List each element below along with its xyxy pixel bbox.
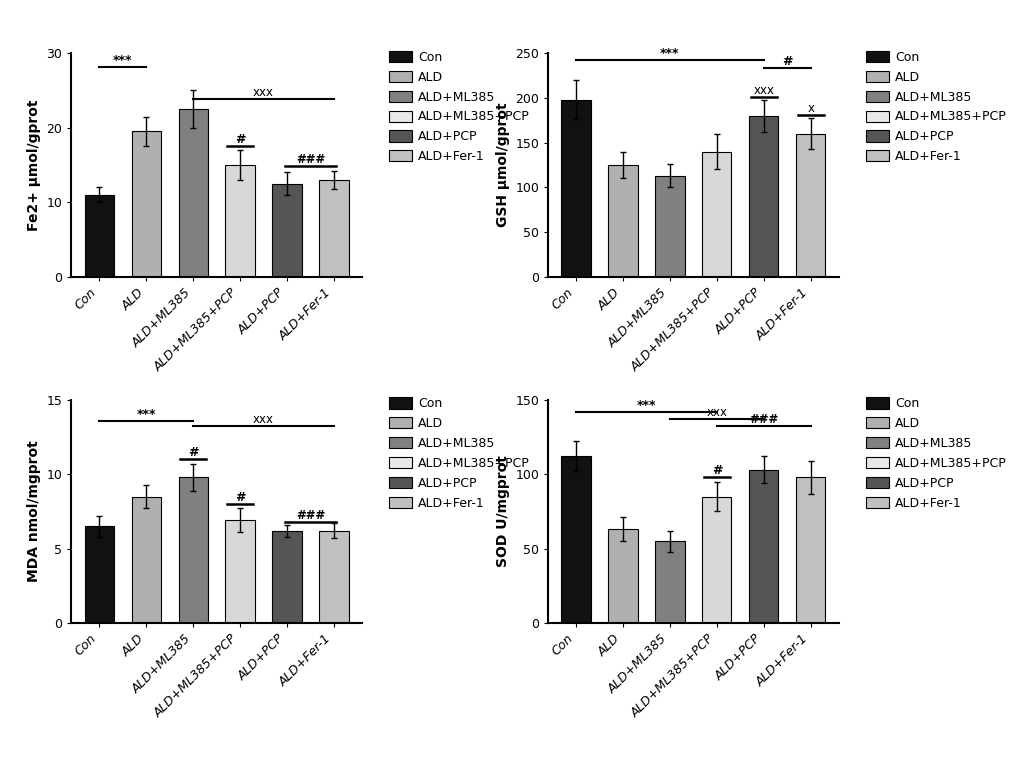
- Legend: Con, ALD, ALD+ML385, ALD+ML385+PCP, ALD+PCP, ALD+Fer-1: Con, ALD, ALD+ML385, ALD+ML385+PCP, ALD+…: [863, 49, 1008, 166]
- Text: ###: ###: [296, 509, 325, 522]
- Bar: [749, 116, 777, 277]
- Text: #: #: [234, 133, 245, 147]
- Bar: [749, 470, 777, 623]
- Bar: [560, 100, 590, 277]
- Text: #: #: [782, 55, 792, 68]
- Text: ***: ***: [137, 407, 156, 420]
- Text: x: x: [806, 102, 813, 115]
- Text: xxx: xxx: [253, 413, 274, 426]
- Bar: [178, 477, 208, 623]
- Text: xxx: xxx: [706, 406, 727, 419]
- Text: ###: ###: [296, 154, 325, 166]
- Text: ***: ***: [113, 54, 132, 67]
- Text: ###: ###: [749, 413, 777, 426]
- Bar: [225, 165, 255, 277]
- Bar: [702, 151, 731, 277]
- Legend: Con, ALD, ALD+ML385, ALD+ML385+PCP, ALD+PCP, ALD+Fer-1: Con, ALD, ALD+ML385, ALD+ML385+PCP, ALD+…: [386, 49, 532, 166]
- Bar: [796, 134, 824, 277]
- Legend: Con, ALD, ALD+ML385, ALD+ML385+PCP, ALD+PCP, ALD+Fer-1: Con, ALD, ALD+ML385, ALD+ML385+PCP, ALD+…: [386, 394, 532, 512]
- Bar: [655, 541, 684, 623]
- Text: #: #: [234, 491, 245, 504]
- Text: #: #: [711, 464, 721, 477]
- Bar: [178, 109, 208, 277]
- Bar: [272, 530, 302, 623]
- Text: xxx: xxx: [253, 87, 274, 100]
- Legend: Con, ALD, ALD+ML385, ALD+ML385+PCP, ALD+PCP, ALD+Fer-1: Con, ALD, ALD+ML385, ALD+ML385+PCP, ALD+…: [863, 394, 1008, 512]
- Y-axis label: GSH μmol/gprot: GSH μmol/gprot: [495, 103, 510, 227]
- Bar: [272, 184, 302, 277]
- Text: ***: ***: [659, 47, 679, 60]
- Y-axis label: Fe2+ μmol/gprot: Fe2+ μmol/gprot: [26, 100, 41, 231]
- Text: #: #: [187, 446, 198, 459]
- Bar: [796, 477, 824, 623]
- Bar: [85, 527, 113, 623]
- Bar: [319, 180, 348, 277]
- Y-axis label: SOD U/mgprot: SOD U/mgprot: [495, 455, 510, 568]
- Bar: [131, 131, 161, 277]
- Bar: [85, 195, 113, 277]
- Y-axis label: MDA nmol/mgprot: MDA nmol/mgprot: [26, 441, 41, 582]
- Bar: [225, 521, 255, 623]
- Bar: [560, 456, 590, 623]
- Bar: [702, 496, 731, 623]
- Bar: [319, 530, 348, 623]
- Text: xxx: xxx: [753, 84, 773, 97]
- Bar: [655, 176, 684, 277]
- Bar: [607, 165, 637, 277]
- Bar: [131, 496, 161, 623]
- Text: ***: ***: [636, 398, 655, 412]
- Bar: [607, 529, 637, 623]
